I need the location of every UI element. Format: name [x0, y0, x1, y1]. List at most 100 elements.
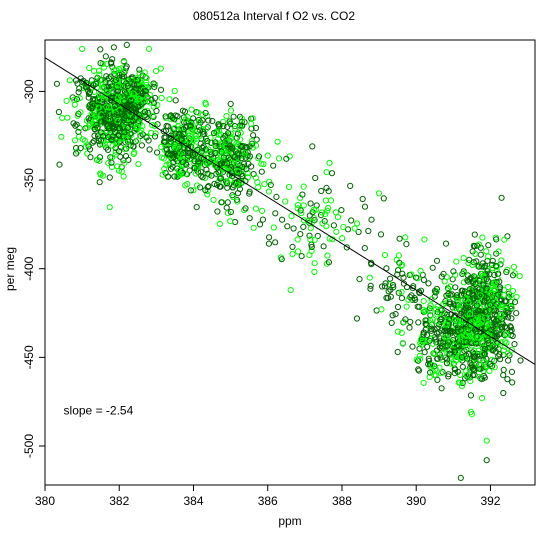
- data-point: [75, 89, 82, 96]
- data-point: [127, 121, 134, 128]
- data-point: [445, 293, 452, 301]
- data-point: [474, 334, 481, 341]
- data-point: [237, 136, 244, 143]
- data-point: [227, 156, 234, 163]
- data-point: [467, 392, 474, 399]
- data-point: [92, 80, 100, 87]
- data-point: [511, 299, 519, 306]
- y-axis-label: per meg: [3, 247, 17, 291]
- data-point: [163, 146, 170, 153]
- data-point: [508, 315, 515, 322]
- data-point: [145, 45, 152, 53]
- data-point: [53, 80, 61, 87]
- data-point: [234, 150, 241, 157]
- data-point: [430, 350, 438, 357]
- data-point: [413, 356, 420, 363]
- data-point: [442, 334, 449, 341]
- data-point: [107, 73, 114, 80]
- data-point: [432, 289, 439, 296]
- data-point: [434, 376, 441, 383]
- data-point: [395, 289, 402, 296]
- data-point: [114, 82, 121, 89]
- data-point: [325, 204, 332, 212]
- x-tick-label: 388: [332, 494, 352, 508]
- data-point: [259, 207, 266, 214]
- data-point: [95, 104, 103, 111]
- data-point: [473, 338, 480, 345]
- data-point: [464, 355, 471, 362]
- y-tick-label: -400: [22, 256, 36, 280]
- data-point: [106, 204, 113, 211]
- data-point: [324, 207, 331, 214]
- data-point: [475, 263, 482, 270]
- data-point: [177, 167, 184, 175]
- data-point: [149, 112, 156, 120]
- data-point: [423, 331, 431, 339]
- data-point: [415, 367, 423, 374]
- data-point: [207, 134, 214, 141]
- data-point: [184, 181, 191, 188]
- data-point: [473, 340, 480, 347]
- data-point: [493, 278, 500, 286]
- data-point: [233, 140, 240, 147]
- data-point: [176, 130, 183, 137]
- data-point: [143, 74, 150, 82]
- x-tick-label: 380: [35, 494, 55, 508]
- x-tick-label: 390: [406, 494, 426, 508]
- data-point: [428, 296, 435, 303]
- data-point: [162, 113, 169, 120]
- data-point: [433, 285, 440, 293]
- data-point: [442, 300, 449, 307]
- data-point: [168, 150, 175, 157]
- data-point: [125, 142, 132, 150]
- data-point: [272, 210, 279, 217]
- data-point: [127, 130, 134, 137]
- data-point: [194, 182, 201, 189]
- data-point: [498, 297, 505, 304]
- data-point: [361, 245, 368, 252]
- data-point: [278, 256, 285, 263]
- data-point: [97, 118, 104, 125]
- data-point: [85, 87, 92, 94]
- data-point: [191, 164, 198, 171]
- data-point: [175, 167, 182, 175]
- data-point: [151, 133, 159, 140]
- data-point: [122, 90, 130, 97]
- data-point: [205, 117, 212, 124]
- data-point: [294, 201, 302, 209]
- data-point: [91, 118, 98, 126]
- data-point: [340, 223, 347, 231]
- data-point: [104, 146, 112, 153]
- data-point: [195, 161, 202, 168]
- data-point: [422, 317, 429, 324]
- data-point: [481, 358, 488, 366]
- data-point: [406, 324, 413, 331]
- data-point: [415, 319, 422, 326]
- data-point: [97, 46, 104, 53]
- data-point: [437, 316, 444, 323]
- data-point: [203, 166, 210, 173]
- data-point: [243, 166, 250, 173]
- data-point: [459, 363, 466, 370]
- data-point: [215, 149, 222, 156]
- data-point: [236, 113, 244, 121]
- data-point: [471, 347, 478, 354]
- data-point: [266, 178, 273, 185]
- data-point: [159, 171, 166, 178]
- data-point: [407, 318, 414, 325]
- data-point: [431, 372, 438, 379]
- data-point: [165, 123, 172, 130]
- data-point: [488, 294, 496, 301]
- data-point: [246, 143, 253, 150]
- data-point: [438, 273, 445, 280]
- data-point: [209, 117, 216, 125]
- data-point: [195, 158, 202, 165]
- data-point: [458, 383, 466, 390]
- data-point: [398, 295, 405, 302]
- data-point: [183, 170, 190, 177]
- data-point: [433, 257, 441, 264]
- data-point: [327, 197, 335, 204]
- data-point: [333, 228, 340, 235]
- data-point: [76, 95, 83, 102]
